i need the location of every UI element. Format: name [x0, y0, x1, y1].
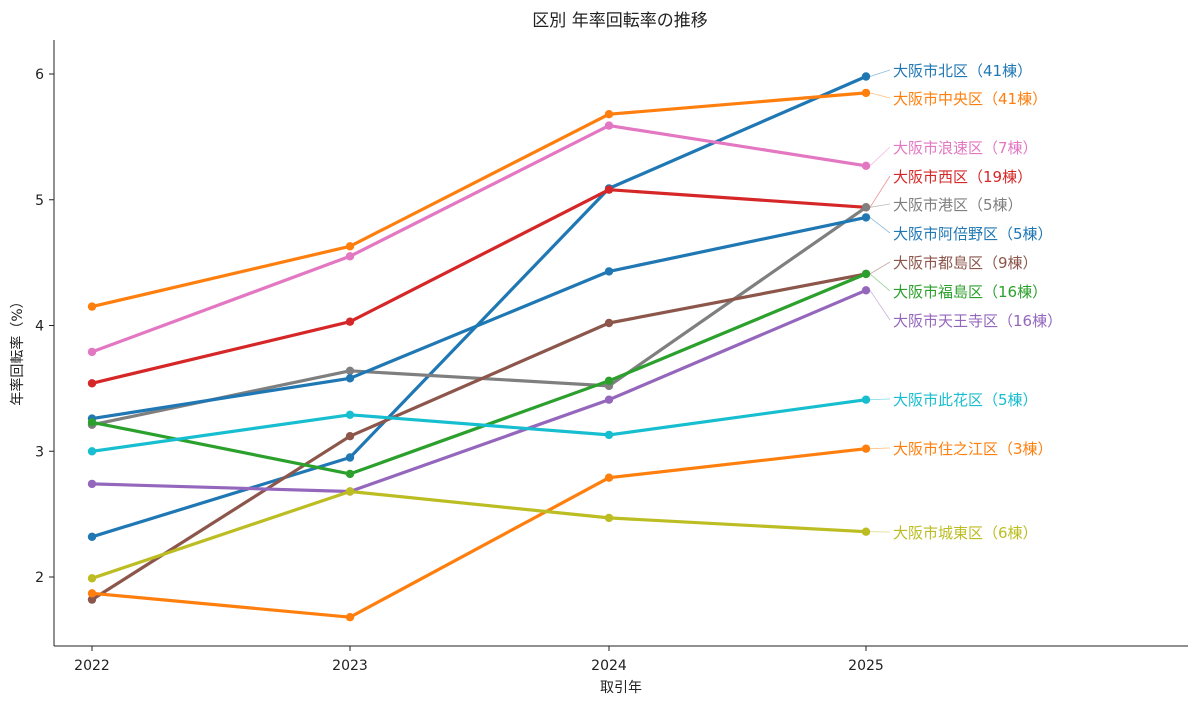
series-line [90, 91, 868, 309]
label-leader-line [869, 447, 891, 450]
series-line [90, 272, 868, 476]
data-point [87, 532, 97, 541]
series-line [90, 123, 868, 354]
series-label: 大阪市都島区（9棟） [893, 254, 1038, 272]
data-point [604, 318, 614, 328]
data-point [87, 347, 97, 357]
data-point [604, 185, 614, 194]
series-label: 大阪市港区（5棟） [893, 196, 1023, 214]
series-label: 大阪市西区（19棟） [893, 168, 1032, 186]
x-axis-label: 取引年 [600, 680, 642, 696]
series-label: 大阪市天王寺区（16棟） [893, 312, 1062, 330]
data-point [861, 269, 871, 279]
series-label: 大阪市北区（41棟） [893, 62, 1032, 80]
y-tick-label: 3 [35, 444, 44, 460]
series-line [90, 447, 868, 619]
series-label: 大阪市此花区（5棟） [893, 391, 1038, 409]
series-line [90, 398, 868, 453]
label-leader-line [869, 273, 891, 292]
data-point [345, 374, 355, 383]
data-point [861, 395, 871, 404]
series-label: 大阪市中央区（41棟） [893, 90, 1047, 108]
series-lines [87, 72, 871, 622]
label-leader-line [869, 261, 891, 275]
data-point [87, 379, 97, 388]
data-point [345, 242, 355, 251]
data-point [345, 252, 355, 261]
data-point [861, 286, 871, 295]
data-point [345, 453, 355, 462]
x-tick-label: 2025 [848, 658, 884, 674]
y-tick-label: 4 [35, 319, 44, 335]
data-point [87, 302, 97, 311]
data-point [87, 447, 97, 456]
series-line [90, 215, 868, 421]
y-tick-label: 6 [35, 67, 44, 83]
data-point [345, 487, 355, 496]
series-line [90, 74, 868, 539]
label-leader-line [869, 92, 891, 99]
data-point [604, 121, 614, 130]
data-point [604, 473, 614, 482]
data-point [604, 376, 614, 385]
series-label: 大阪市住之江区（3棟） [893, 440, 1053, 458]
data-point [345, 410, 355, 419]
data-point [861, 213, 871, 222]
data-point [604, 513, 614, 523]
data-point [861, 444, 871, 453]
data-point [87, 595, 97, 604]
axes [53, 40, 1188, 647]
label-leader-line [869, 175, 891, 208]
data-point [345, 317, 355, 326]
label-leader-line [869, 217, 891, 234]
series-label: 大阪市城東区（6棟） [893, 524, 1038, 542]
data-point [345, 613, 355, 622]
series-label: 大阪市浪速区（7棟） [893, 139, 1038, 157]
data-point [604, 267, 614, 276]
x-tick-label: 2024 [591, 658, 627, 674]
label-leader-line [869, 398, 891, 401]
label-leader-line [869, 203, 891, 208]
chart-title: 区別 年率回転率の推移 [532, 11, 707, 31]
label-leader-line [869, 146, 891, 167]
data-point [87, 418, 97, 427]
x-ticks: 2022 2023 2024 2025 [74, 646, 884, 674]
label-leader-line [869, 69, 891, 77]
series-line [90, 489, 868, 580]
data-point [861, 88, 871, 98]
series-labels: 大阪市北区（41棟） 大阪市中央区（41棟） 大阪市浪速区（7棟） 大阪市西区（19棟… [869, 62, 1062, 542]
data-point [87, 589, 97, 598]
series-line [90, 288, 868, 494]
series-line [90, 188, 868, 385]
series-label: 大阪市阿倍野区（5棟） [893, 225, 1053, 243]
y-tick-label: 2 [35, 570, 44, 586]
data-point [604, 430, 614, 440]
series-label: 大阪市福島区（16棟） [893, 283, 1047, 301]
label-leader-line [869, 290, 891, 321]
data-point [345, 469, 355, 479]
series-line [90, 272, 868, 602]
data-point [87, 574, 97, 583]
data-point [604, 395, 614, 404]
data-point [345, 432, 355, 441]
y-axis-label: 年率回転率（%） [9, 294, 26, 405]
data-point [861, 203, 871, 212]
data-point [604, 110, 614, 119]
y-ticks: 2 3 4 5 6 [35, 67, 54, 586]
y-tick-label: 5 [35, 193, 44, 209]
series-line [90, 205, 868, 427]
data-point [345, 366, 355, 375]
data-point [861, 72, 871, 81]
x-tick-label: 2022 [74, 658, 110, 674]
x-tick-label: 2023 [332, 658, 368, 674]
data-point [861, 161, 871, 170]
data-point [861, 527, 871, 536]
data-point [87, 479, 97, 489]
